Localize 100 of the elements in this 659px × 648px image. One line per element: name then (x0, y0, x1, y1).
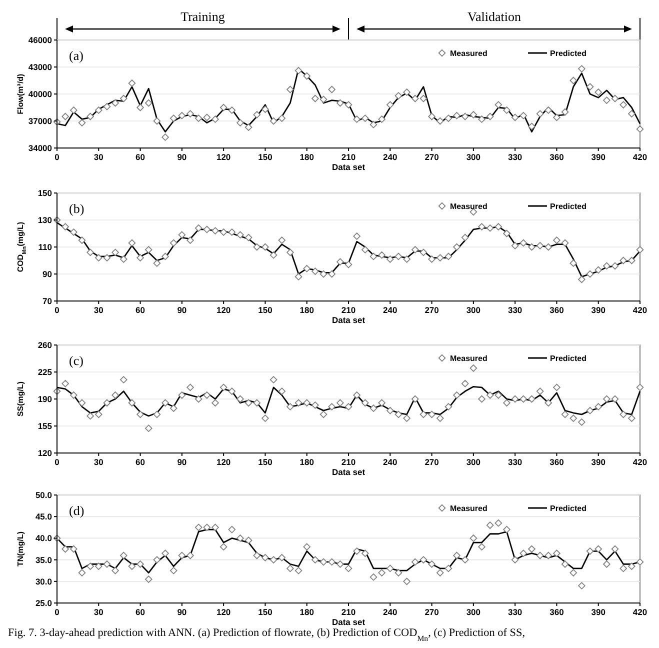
x-tick-label: 330 (508, 457, 522, 467)
x-tick-label: 150 (258, 305, 273, 315)
x-tick-label: 420 (632, 152, 648, 162)
x-tick-label: 240 (383, 305, 398, 315)
x-axis-title: Data set (332, 315, 366, 325)
annotation: (c) (69, 353, 84, 368)
y-tick-label: 37000 (28, 116, 52, 126)
x-tick-label: 0 (54, 152, 60, 162)
y-tick-label: 40000 (28, 89, 52, 99)
x-tick-label: 30 (94, 152, 104, 162)
x-tick-label: 60 (136, 152, 146, 162)
x-tick-label: 360 (550, 152, 564, 162)
y-tick-label: 25.0 (35, 598, 52, 608)
y-tick-label: 130 (38, 215, 52, 225)
x-tick-label: 180 (300, 457, 314, 467)
x-tick-label: 120 (216, 457, 231, 467)
y-tick-label: 45.0 (35, 512, 52, 522)
x-tick-label: 270 (424, 305, 440, 315)
annotation: (a) (69, 48, 84, 63)
x-tick-label: 390 (591, 607, 606, 617)
legend-label: Measured (450, 504, 488, 513)
x-tick-label: 0 (54, 607, 60, 617)
y-tick-label: 155 (38, 421, 52, 431)
x-tick-label: 150 (258, 152, 273, 162)
legend-label: Predicted (550, 49, 587, 58)
x-tick-label: 60 (136, 305, 146, 315)
x-axis-title: Data set (332, 617, 366, 627)
x-tick-label: 360 (550, 457, 564, 467)
x-tick-label: 120 (216, 607, 231, 617)
x-tick-label: 330 (508, 607, 522, 617)
legend-label: Measured (450, 202, 488, 211)
x-tick-label: 270 (424, 457, 440, 467)
x-tick-label: 180 (300, 152, 314, 162)
x-tick-label: 330 (508, 305, 522, 315)
x-tick-label: 90 (177, 457, 187, 467)
x-tick-label: 210 (341, 607, 356, 617)
y-tick-label: 90 (42, 269, 52, 279)
caption: Fig. 7. 3-day-ahead prediction with ANN. (a) Prediction of flowrate, (b) Prediction of COD$_{Mn}$, (c) Prediction of SS, (8, 627, 526, 642)
x-tick-label: 300 (466, 457, 481, 467)
x-tick-label: 300 (466, 305, 481, 315)
x-tick-label: 420 (632, 607, 648, 617)
x-tick-label: 30 (94, 305, 104, 315)
x-tick-label: 120 (216, 305, 231, 315)
y-tick-label: 30.0 (35, 576, 52, 586)
x-tick-label: 0 (54, 457, 60, 467)
x-tick-label: 90 (177, 305, 187, 315)
x-tick-label: 210 (341, 457, 356, 467)
y-tick-label: 225 (38, 367, 52, 377)
x-tick-label: 180 (300, 607, 314, 617)
x-tick-label: 240 (383, 607, 398, 617)
x-tick-label: 60 (136, 607, 146, 617)
x-tick-label: 240 (383, 457, 398, 467)
x-tick-label: 270 (424, 152, 440, 162)
x-tick-label: 330 (508, 152, 522, 162)
x-tick-label: 90 (177, 152, 187, 162)
legend-label: Predicted (550, 504, 587, 513)
x-tick-label: 30 (94, 457, 104, 467)
x-tick-label: 360 (550, 607, 564, 617)
x-tick-label: 0 (54, 305, 60, 315)
y-tick-label: 40.0 (35, 533, 52, 544)
y-tick-label: 46000 (28, 35, 52, 45)
x-tick-label: 90 (177, 607, 187, 617)
y-tick-label: 260 (38, 340, 52, 350)
x-axis-title: Data set (332, 162, 366, 172)
x-tick-label: 180 (300, 305, 314, 315)
y-axis-title: TN(mg/L) (16, 531, 25, 567)
x-tick-label: 210 (341, 152, 356, 162)
x-tick-label: 30 (94, 607, 104, 617)
x-tick-label: 270 (424, 607, 440, 617)
x-tick-label: 300 (466, 152, 481, 162)
x-tick-label: 150 (258, 457, 273, 467)
annotation: (b) (69, 201, 84, 216)
y-tick-label: 43000 (28, 62, 52, 72)
x-tick-label: 390 (591, 152, 606, 162)
text: Training (180, 9, 226, 24)
text: Validation (468, 9, 522, 24)
y-axis-title: SS(mg/L) (16, 381, 25, 417)
legend-label: Predicted (550, 202, 587, 211)
y-tick-label: 34000 (28, 143, 52, 153)
x-tick-label: 390 (591, 305, 606, 315)
legend-label: Measured (450, 49, 488, 58)
x-tick-label: 390 (591, 457, 606, 467)
x-axis-title: Data set (332, 467, 366, 477)
y-tick-label: 120 (38, 448, 52, 458)
y-tick-label: 110 (38, 242, 52, 252)
x-tick-label: 150 (258, 607, 273, 617)
legend-label: Predicted (550, 354, 587, 363)
annotation: (d) (69, 503, 84, 518)
x-tick-label: 420 (632, 457, 648, 467)
x-tick-label: 300 (466, 607, 481, 617)
y-axis-title: Flow(m³/d) (16, 73, 25, 114)
y-tick-label: 35.0 (35, 554, 52, 565)
x-tick-label: 60 (136, 457, 146, 467)
y-tick-label: 190 (38, 394, 52, 404)
x-tick-label: 360 (550, 305, 564, 315)
x-tick-label: 420 (632, 305, 648, 315)
x-tick-label: 240 (383, 152, 398, 162)
legend-label: Measured (450, 354, 488, 363)
y-tick-label: 70 (42, 296, 52, 306)
x-tick-label: 210 (341, 305, 356, 315)
